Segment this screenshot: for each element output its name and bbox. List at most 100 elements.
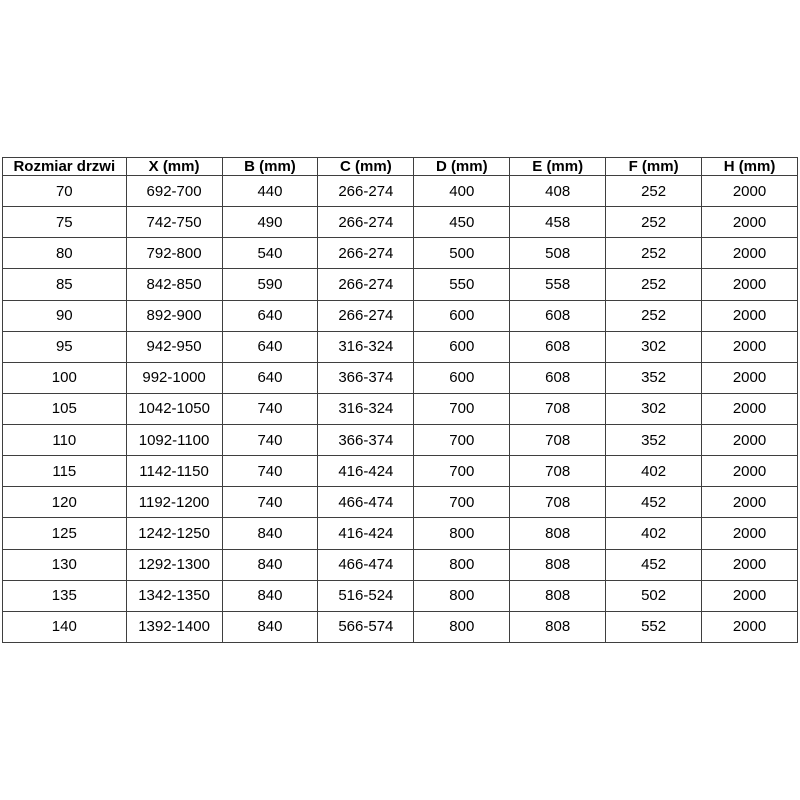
door-size-table-container: Rozmiar drzwi X (mm) B (mm) C (mm) D (mm) E (… <box>2 157 798 644</box>
table-cell: 808 <box>509 548 607 581</box>
table-cell: 600 <box>413 361 511 394</box>
table-cell: 466-474 <box>317 486 415 519</box>
table-cell: 600 <box>413 330 511 363</box>
table-cell: 352 <box>605 423 703 457</box>
table-cell: 840 <box>221 579 319 612</box>
table-cell: 266-274 <box>317 268 415 301</box>
table-cell: 252 <box>605 268 703 301</box>
table-cell: 2000 <box>701 455 798 488</box>
table-row: 85 842-850 590 266-274 550 558 252 2000 <box>2 268 798 301</box>
table-cell: 540 <box>221 237 319 270</box>
table-cell: 800 <box>413 517 511 550</box>
table-cell: 416-424 <box>317 517 415 550</box>
table-cell: 840 <box>221 517 319 550</box>
table-cell: 1342-1350 <box>125 579 223 612</box>
table-cell: 2000 <box>701 299 798 332</box>
table-cell: 708 <box>509 423 607 457</box>
table-cell: 740 <box>221 486 319 519</box>
table-cell: 466-474 <box>317 548 415 581</box>
table-cell: 2000 <box>701 392 798 426</box>
table-cell: 85 <box>2 268 127 301</box>
table-cell: 808 <box>509 517 607 550</box>
table-cell: 100 <box>2 361 127 394</box>
table-cell: 992-1000 <box>125 361 223 394</box>
table-cell: 95 <box>2 330 127 363</box>
table-cell: 2000 <box>701 423 798 457</box>
door-size-table: Rozmiar drzwi X (mm) B (mm) C (mm) D (mm) E (… <box>2 157 798 644</box>
table-cell: 640 <box>221 330 319 363</box>
table-row: 70 692-700 440 266-274 400 408 252 2000 <box>2 174 798 208</box>
table-cell: 2000 <box>701 548 798 581</box>
table-cell: 2000 <box>701 206 798 239</box>
table-cell: 2000 <box>701 486 798 519</box>
table-cell: 115 <box>2 455 127 488</box>
table-cell: 90 <box>2 299 127 332</box>
table-cell: 1392-1400 <box>125 610 223 644</box>
column-header: Rozmiar drzwi <box>2 157 127 176</box>
table-cell: 490 <box>221 206 319 239</box>
table-cell: 110 <box>2 423 127 457</box>
column-header: H (mm) <box>701 157 798 176</box>
table-cell: 452 <box>605 548 703 581</box>
table-cell: 800 <box>413 548 511 581</box>
table-cell: 550 <box>413 268 511 301</box>
table-cell: 708 <box>509 455 607 488</box>
table-cell: 700 <box>413 455 511 488</box>
table-cell: 1092-1100 <box>125 423 223 457</box>
table-cell: 500 <box>413 237 511 270</box>
table-cell: 842-850 <box>125 268 223 301</box>
table-row: 115 1142-1150 740 416-424 700 708 402 2000 <box>2 455 798 488</box>
table-cell: 266-274 <box>317 206 415 239</box>
table-cell: 2000 <box>701 361 798 394</box>
column-header: E (mm) <box>509 157 607 176</box>
table-cell: 252 <box>605 299 703 332</box>
table-cell: 130 <box>2 548 127 581</box>
table-cell: 640 <box>221 299 319 332</box>
table-cell: 2000 <box>701 579 798 612</box>
table-cell: 516-524 <box>317 579 415 612</box>
table-cell: 80 <box>2 237 127 270</box>
table-cell: 502 <box>605 579 703 612</box>
table-cell: 135 <box>2 579 127 612</box>
table-row: 135 1342-1350 840 516-524 800 808 502 2000 <box>2 579 798 612</box>
table-cell: 2000 <box>701 237 798 270</box>
table-cell: 1292-1300 <box>125 548 223 581</box>
table-cell: 708 <box>509 392 607 426</box>
table-cell: 1192-1200 <box>125 486 223 519</box>
table-cell: 800 <box>413 579 511 612</box>
table-cell: 366-374 <box>317 361 415 394</box>
table-cell: 2000 <box>701 174 798 208</box>
table-cell: 2000 <box>701 610 798 644</box>
table-cell: 266-274 <box>317 237 415 270</box>
table-row: 80 792-800 540 266-274 500 508 252 2000 <box>2 237 798 270</box>
table-cell: 408 <box>509 174 607 208</box>
table-cell: 792-800 <box>125 237 223 270</box>
table-row: 90 892-900 640 266-274 600 608 252 2000 <box>2 299 798 332</box>
table-cell: 700 <box>413 392 511 426</box>
table-cell: 700 <box>413 423 511 457</box>
table-cell: 450 <box>413 206 511 239</box>
table-cell: 942-950 <box>125 330 223 363</box>
table-row: 125 1242-1250 840 416-424 800 808 402 2000 <box>2 517 798 550</box>
table-cell: 402 <box>605 517 703 550</box>
table-cell: 452 <box>605 486 703 519</box>
table-cell: 740 <box>221 392 319 426</box>
table-cell: 840 <box>221 610 319 644</box>
table-cell: 892-900 <box>125 299 223 332</box>
table-cell: 316-324 <box>317 330 415 363</box>
table-cell: 608 <box>509 299 607 332</box>
table-row: 75 742-750 490 266-274 450 458 252 2000 <box>2 206 798 239</box>
table-cell: 558 <box>509 268 607 301</box>
table-body: 70 692-700 440 266-274 400 408 252 2000 75 742-75… <box>2 174 798 644</box>
table-cell: 366-374 <box>317 423 415 457</box>
table-cell: 1042-1050 <box>125 392 223 426</box>
table-cell: 140 <box>2 610 127 644</box>
table-cell: 692-700 <box>125 174 223 208</box>
table-cell: 400 <box>413 174 511 208</box>
column-header: X (mm) <box>125 157 223 176</box>
table-cell: 552 <box>605 610 703 644</box>
table-cell: 352 <box>605 361 703 394</box>
table-cell: 120 <box>2 486 127 519</box>
table-cell: 742-750 <box>125 206 223 239</box>
table-cell: 640 <box>221 361 319 394</box>
